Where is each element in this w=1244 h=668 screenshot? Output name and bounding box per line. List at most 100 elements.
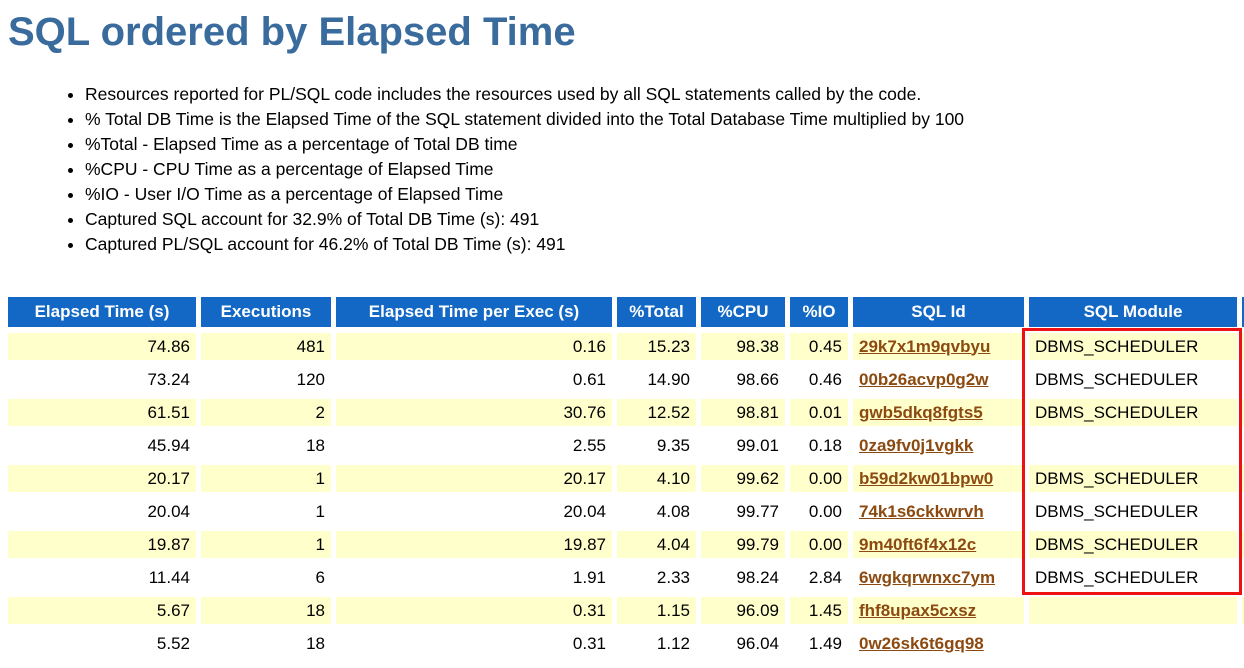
sql-id-link[interactable]: 9m40ft6f4x12c bbox=[859, 534, 977, 554]
cell-sql-id: 9m40ft6f4x12c bbox=[853, 531, 1024, 558]
sql-id-link[interactable]: 0za9fv0j1vgkk bbox=[859, 435, 974, 455]
cell-pct-cpu: 98.66 bbox=[701, 366, 785, 393]
cell-cutoff-column bbox=[1242, 432, 1244, 459]
cell-sql-module: DBMS_SCHEDULER bbox=[1029, 333, 1237, 360]
cell-pct-total: 1.12 bbox=[617, 630, 696, 657]
cell-executions: 18 bbox=[201, 630, 331, 657]
header-elapsed-time: Elapsed Time (s) bbox=[8, 297, 196, 327]
cell-elapsed-time: 19.87 bbox=[8, 531, 196, 558]
cell-elapsed-per-exec: 0.31 bbox=[336, 597, 612, 624]
cell-pct-cpu: 99.62 bbox=[701, 465, 785, 492]
cell-pct-total: 4.08 bbox=[617, 498, 696, 525]
cell-pct-total: 9.35 bbox=[617, 432, 696, 459]
cell-executions: 18 bbox=[201, 432, 331, 459]
header-cutoff-column bbox=[1242, 297, 1244, 327]
cell-elapsed-time: 20.17 bbox=[8, 465, 196, 492]
header-executions: Executions bbox=[201, 297, 331, 327]
sql-id-link[interactable]: fhf8upax5cxsz bbox=[859, 600, 977, 620]
table-header-row: Elapsed Time (s) Executions Elapsed Time… bbox=[8, 297, 1244, 327]
cell-pct-io: 0.00 bbox=[790, 498, 848, 525]
cell-executions: 2 bbox=[201, 399, 331, 426]
cell-pct-io: 2.84 bbox=[790, 564, 848, 591]
cell-cutoff-column bbox=[1242, 333, 1244, 360]
sql-id-link[interactable]: gwb5dkq8fgts5 bbox=[859, 402, 983, 422]
report-notes-list: Resources reported for PL/SQL code inclu… bbox=[0, 82, 1244, 257]
cell-executions: 1 bbox=[201, 498, 331, 525]
cell-sql-id: fhf8upax5cxsz bbox=[853, 597, 1024, 624]
cell-pct-cpu: 98.38 bbox=[701, 333, 785, 360]
cell-pct-io: 0.01 bbox=[790, 399, 848, 426]
cell-cutoff-column bbox=[1242, 630, 1244, 657]
table-row: 45.94 18 2.55 9.35 99.01 0.18 0za9fv0j1vgkk bbox=[8, 432, 1244, 459]
note-item: Captured SQL account for 32.9% of Total … bbox=[85, 207, 1244, 232]
header-elapsed-per-exec: Elapsed Time per Exec (s) bbox=[336, 297, 612, 327]
sql-id-link[interactable]: 00b26acvp0g2w bbox=[859, 369, 989, 389]
cell-sql-id: 0za9fv0j1vgkk bbox=[853, 432, 1024, 459]
cell-sql-module: DBMS_SCHEDULER bbox=[1029, 399, 1237, 426]
cell-executions: 120 bbox=[201, 366, 331, 393]
note-item: %IO - User I/O Time as a percentage of E… bbox=[85, 182, 1244, 207]
cell-sql-id: 29k7x1m9qvbyu bbox=[853, 333, 1024, 360]
cell-pct-total: 14.90 bbox=[617, 366, 696, 393]
cell-elapsed-per-exec: 0.31 bbox=[336, 630, 612, 657]
cell-cutoff-column bbox=[1242, 564, 1244, 591]
cell-sql-module: DBMS_SCHEDULER bbox=[1029, 498, 1237, 525]
table-row: 61.51 2 30.76 12.52 98.81 0.01 gwb5dkq8fgts5 DB… bbox=[8, 399, 1244, 426]
cell-executions: 1 bbox=[201, 465, 331, 492]
cell-cutoff-column bbox=[1242, 498, 1244, 525]
cell-sql-id: 6wgkqrwnxc7ym bbox=[853, 564, 1024, 591]
cell-sql-id: 74k1s6ckkwrvh bbox=[853, 498, 1024, 525]
cell-pct-io: 1.49 bbox=[790, 630, 848, 657]
cell-pct-total: 4.10 bbox=[617, 465, 696, 492]
cell-pct-io: 0.00 bbox=[790, 465, 848, 492]
cell-cutoff-column bbox=[1242, 597, 1244, 624]
sql-id-link[interactable]: b59d2kw01bpw0 bbox=[859, 468, 994, 488]
cell-elapsed-per-exec: 1.91 bbox=[336, 564, 612, 591]
cell-pct-cpu: 98.81 bbox=[701, 399, 785, 426]
header-pct-total: %Total bbox=[617, 297, 696, 327]
sql-id-link[interactable]: 6wgkqrwnxc7ym bbox=[859, 567, 996, 587]
cell-elapsed-per-exec: 2.55 bbox=[336, 432, 612, 459]
cell-sql-id: gwb5dkq8fgts5 bbox=[853, 399, 1024, 426]
cell-elapsed-per-exec: 20.04 bbox=[336, 498, 612, 525]
cell-elapsed-per-exec: 0.16 bbox=[336, 333, 612, 360]
cell-elapsed-time: 20.04 bbox=[8, 498, 196, 525]
cell-pct-total: 4.04 bbox=[617, 531, 696, 558]
cell-pct-io: 0.18 bbox=[790, 432, 848, 459]
table-row: 11.44 6 1.91 2.33 98.24 2.84 6wgkqrwnxc7ym DBMS… bbox=[8, 564, 1244, 591]
note-item: %CPU - CPU Time as a percentage of Elaps… bbox=[85, 157, 1244, 182]
cell-cutoff-column bbox=[1242, 399, 1244, 426]
sql-id-link[interactable]: 74k1s6ckkwrvh bbox=[859, 501, 984, 521]
cell-pct-total: 1.15 bbox=[617, 597, 696, 624]
cell-elapsed-time: 74.86 bbox=[8, 333, 196, 360]
cell-sql-module: DBMS_SCHEDULER bbox=[1029, 465, 1237, 492]
header-sql-module: SQL Module bbox=[1029, 297, 1237, 327]
cell-elapsed-time: 61.51 bbox=[8, 399, 196, 426]
cell-elapsed-per-exec: 30.76 bbox=[336, 399, 612, 426]
cell-executions: 6 bbox=[201, 564, 331, 591]
cell-pct-cpu: 96.04 bbox=[701, 630, 785, 657]
cell-sql-id: 00b26acvp0g2w bbox=[853, 366, 1024, 393]
table-row: 20.04 1 20.04 4.08 99.77 0.00 74k1s6ckkwrvh DBM… bbox=[8, 498, 1244, 525]
cell-sql-module bbox=[1029, 597, 1237, 624]
cell-elapsed-per-exec: 0.61 bbox=[336, 366, 612, 393]
cell-sql-id: b59d2kw01bpw0 bbox=[853, 465, 1024, 492]
page-title: SQL ordered by Elapsed Time bbox=[8, 10, 576, 54]
note-item: % Total DB Time is the Elapsed Time of t… bbox=[85, 107, 1244, 132]
cell-executions: 1 bbox=[201, 531, 331, 558]
note-item: Resources reported for PL/SQL code inclu… bbox=[85, 82, 1244, 107]
sql-id-link[interactable]: 29k7x1m9qvbyu bbox=[859, 336, 991, 356]
cell-sql-module: DBMS_SCHEDULER bbox=[1029, 564, 1237, 591]
cell-pct-cpu: 96.09 bbox=[701, 597, 785, 624]
cell-sql-id: 0w26sk6t6gq98 bbox=[853, 630, 1024, 657]
cell-sql-module bbox=[1029, 432, 1237, 459]
header-pct-cpu: %CPU bbox=[701, 297, 785, 327]
cell-pct-total: 15.23 bbox=[617, 333, 696, 360]
sql-id-link[interactable]: 0w26sk6t6gq98 bbox=[859, 633, 984, 653]
table-row: 74.86 481 0.16 15.23 98.38 0.45 29k7x1m9qvbyu D… bbox=[8, 333, 1244, 360]
table-row: 19.87 1 19.87 4.04 99.79 0.00 9m40ft6f4x12c DBM… bbox=[8, 531, 1244, 558]
table-row: 5.52 18 0.31 1.12 96.04 1.49 0w26sk6t6gq98 bbox=[8, 630, 1244, 657]
cell-elapsed-time: 5.67 bbox=[8, 597, 196, 624]
cell-pct-cpu: 98.24 bbox=[701, 564, 785, 591]
cell-cutoff-column bbox=[1242, 531, 1244, 558]
